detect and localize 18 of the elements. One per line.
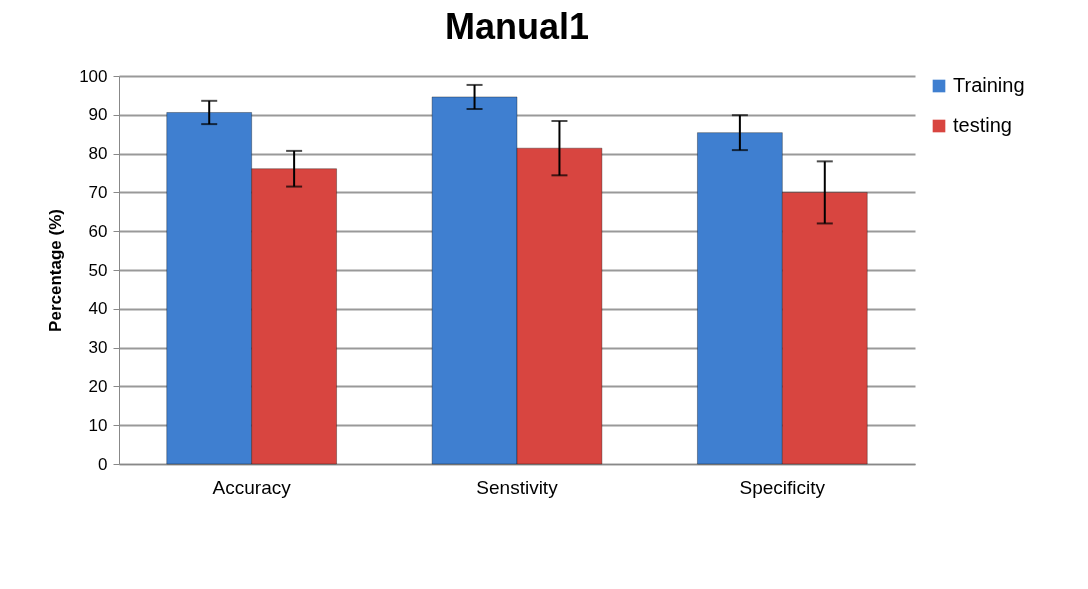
chart-title: Manual1: [444, 6, 590, 47]
y-tick-label: 40: [88, 299, 108, 319]
x-tick-label: Specificity: [739, 476, 826, 498]
y-tick-label: 80: [88, 144, 108, 164]
y-tick-label: 50: [88, 260, 108, 280]
y-tick-label: 30: [88, 338, 108, 358]
y-axis-title: Percentage (%): [46, 209, 66, 332]
legend-label: Training: [953, 74, 1025, 96]
x-tick-label: Accuracy: [212, 476, 292, 498]
y-tick-label: 10: [88, 415, 108, 435]
y-tick-label: 70: [88, 182, 108, 202]
y-tick-label: 90: [88, 105, 108, 125]
x-tick-label: Senstivity: [476, 476, 559, 498]
y-tick-label: 0: [98, 454, 108, 474]
y-tick-label: 60: [88, 221, 108, 241]
legend-label: testing: [953, 114, 1012, 136]
y-tick-label: 20: [88, 376, 108, 396]
y-tick-label: 100: [79, 66, 108, 86]
